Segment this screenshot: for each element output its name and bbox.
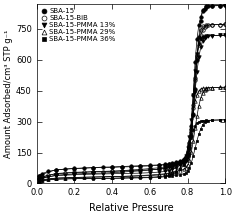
Legend: SBA-15, SBA-15-BiB, SBA-15-PMMA 13%, SBA-15-PMMA 29%, SBA-15-PMMA 36%: SBA-15, SBA-15-BiB, SBA-15-PMMA 13%, SBA… xyxy=(39,6,118,44)
X-axis label: Relative Pressure: Relative Pressure xyxy=(89,203,173,213)
Y-axis label: Amount Adsorbed/cm³ STP g⁻¹: Amount Adsorbed/cm³ STP g⁻¹ xyxy=(4,30,13,158)
